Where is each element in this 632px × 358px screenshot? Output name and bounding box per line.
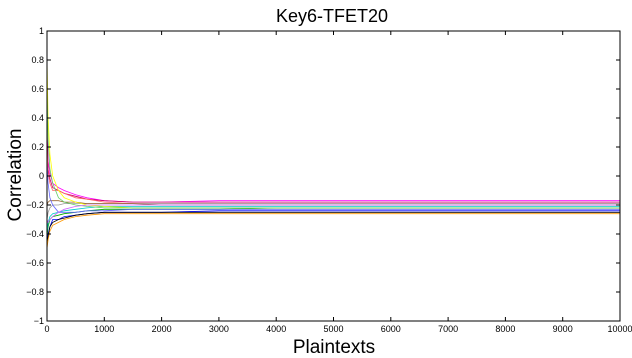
series-line-11	[46, 59, 620, 209]
series-line-9	[46, 203, 620, 220]
series-line-5	[46, 211, 620, 246]
series-line-1	[46, 125, 620, 203]
y-tick-label: −0.2	[26, 200, 44, 210]
y-tick-label: 0.4	[31, 113, 44, 123]
x-tick-label: 9000	[553, 324, 573, 334]
y-tick-label: 1	[39, 26, 44, 36]
y-tick-label: 0	[39, 171, 44, 181]
x-axis-label: Plaintexts	[293, 337, 375, 358]
chart-title: Key6-TFET20	[276, 6, 388, 26]
x-tick-label: 1000	[94, 324, 114, 334]
x-tick-label: 2000	[152, 324, 172, 334]
series-line-8	[46, 213, 620, 249]
plot-area: 0 1000 2000 3000 4000 5000 6000 7000 8000 9000 100…	[26, 26, 632, 334]
x-tick-label: 10000	[607, 324, 632, 334]
series-line-10	[46, 200, 620, 206]
x-tick-label: 6000	[381, 324, 401, 334]
y-tick-label: 0.8	[31, 55, 44, 65]
y-tick-label: −0.8	[26, 287, 44, 297]
x-tick-label: 7000	[438, 324, 458, 334]
series-line-2	[46, 132, 620, 203]
y-axis-label: Correlation	[5, 129, 26, 222]
series-line-3	[46, 146, 620, 205]
x-tick-label: 4000	[266, 324, 286, 334]
y-tick-label: −0.4	[26, 229, 44, 239]
series-line-4	[46, 210, 620, 242]
y-tick-label: 0.2	[31, 142, 44, 152]
axes-box	[46, 30, 621, 322]
series-line-14	[46, 204, 620, 224]
x-tick-label: 5000	[323, 324, 343, 334]
x-tick-label: 3000	[209, 324, 229, 334]
x-tick-label: 0	[44, 324, 49, 334]
series-line-13	[46, 161, 620, 213]
series-line-7	[46, 205, 620, 235]
y-tick-label: −1	[34, 316, 44, 326]
y-tick-label: 0.6	[31, 84, 44, 94]
y-tick-label: −0.6	[26, 258, 44, 268]
series-line-12	[46, 88, 620, 209]
x-tick-label: 8000	[495, 324, 515, 334]
